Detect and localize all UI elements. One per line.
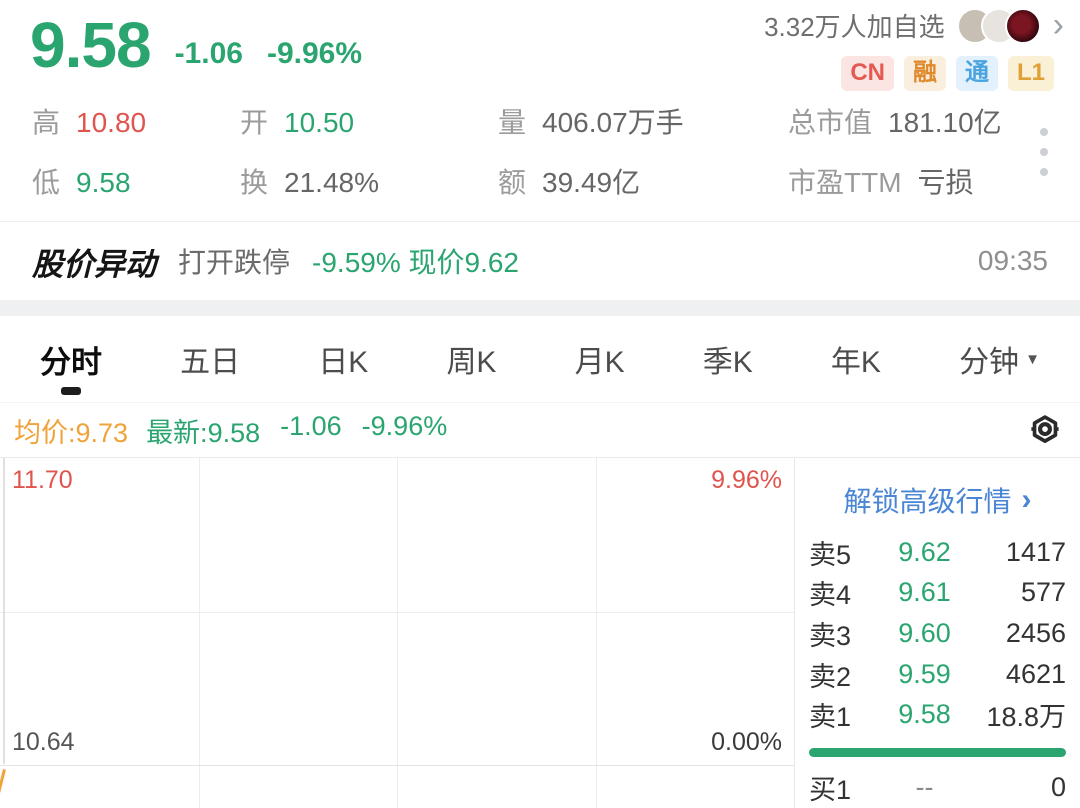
stat-high: 高 10.80 xyxy=(32,107,147,139)
stat-turnover: 换 21.48% xyxy=(240,167,379,199)
chart-legend-row: 均价:9.73 最新:9.58 -1.06 -9.96% xyxy=(0,402,1080,458)
add-watchlist-link[interactable]: 3.32万人加自选 › xyxy=(764,6,1064,45)
alert-title: 股价异动 xyxy=(32,246,156,282)
chart-canvas[interactable]: 11.70 9.96% 10.64 0.00% xyxy=(0,458,794,808)
badge-cn: CN xyxy=(841,56,894,91)
tab-daily-k[interactable]: 日K xyxy=(318,346,369,379)
badge-connect: 通 xyxy=(955,56,998,91)
alert-time: 09:35 xyxy=(977,245,1048,276)
latest-price-label: 最新:9.58 -1.06 -9.96% xyxy=(146,410,448,448)
badge-margin: 融 xyxy=(903,56,946,91)
ask-row-1[interactable]: 卖1 9.58 18.8万 xyxy=(809,699,1066,733)
ask-row-4[interactable]: 卖4 9.61 577 xyxy=(809,577,1066,611)
gear-icon[interactable] xyxy=(1026,412,1064,450)
bid-ask-ratio-bar xyxy=(809,747,1066,758)
ask-row-5[interactable]: 卖5 9.62 1417 xyxy=(809,536,1066,570)
quote-header: 9.58 -1.06 -9.96% 3.32万人加自选 › CN 融 通 L1 … xyxy=(0,0,1080,222)
bid-row-1[interactable]: 买1 -- 0 xyxy=(809,772,1066,806)
watcher-avatars xyxy=(956,7,1041,44)
price-row: 9.58 -1.06 -9.96% xyxy=(0,0,1080,79)
y-label-price-mid: 10.64 xyxy=(12,728,75,756)
stat-open: 开 10.50 xyxy=(240,107,355,139)
tab-quarterly-k[interactable]: 季K xyxy=(702,346,753,379)
gridline-vertical xyxy=(595,458,597,808)
quote-stats-grid: 高 10.80 开 10.50 量 406.07万手 总市值 181.10亿 低… xyxy=(0,79,1080,201)
chevron-down-icon: ▼ xyxy=(1025,350,1040,368)
y-label-pct-top: 9.96% xyxy=(711,466,782,494)
chart-and-orderbook: 11.70 9.96% 10.64 0.00% 解锁高级行情 › 卖5 9.62… xyxy=(0,458,1080,808)
price-change: -1.06 xyxy=(174,37,243,71)
tab-minute-dropdown[interactable]: 分钟 ▼ xyxy=(959,346,1040,379)
y-label-pct-mid: 0.00% xyxy=(711,728,782,756)
stat-low: 低 9.58 xyxy=(32,167,131,199)
prev-close-axis-line xyxy=(0,765,794,766)
ask-row-2[interactable]: 卖2 9.59 4621 xyxy=(809,658,1066,692)
tab-minute-chart[interactable]: 分时 xyxy=(40,316,102,402)
stat-pe-ttm: 市盈TTM 亏损 xyxy=(788,167,974,199)
badge-level1: L1 xyxy=(1007,56,1054,91)
watch-count-label: 3.32万人加自选 xyxy=(764,12,945,42)
gridline-vertical xyxy=(397,458,398,808)
unlock-advanced-quotes-link[interactable]: 解锁高级行情 › xyxy=(843,483,1032,517)
chevron-right-icon: › xyxy=(1021,483,1032,516)
alert-highlight: -9.59% 现价9.62 xyxy=(312,247,520,278)
alert-description: 打开跌停 xyxy=(178,247,291,278)
tab-yearly-k[interactable]: 年K xyxy=(830,346,881,379)
y-label-price-top: 11.70 xyxy=(12,466,73,494)
price-change-pct: -9.96% xyxy=(266,37,363,71)
gridline-vertical xyxy=(198,458,200,808)
stat-volume: 量 406.07万手 xyxy=(498,107,684,139)
tab-weekly-k[interactable]: 周K xyxy=(446,346,497,379)
more-vertical-icon[interactable] xyxy=(1040,128,1048,176)
ask-row-3[interactable]: 卖3 9.60 2456 xyxy=(809,617,1066,651)
order-book-panel: 解锁高级行情 › 卖5 9.62 1417 卖4 9.61 577 卖3 9.6… xyxy=(794,458,1080,808)
avg-price-label: 均价:9.73 xyxy=(14,417,129,448)
period-tabbar: 分时 五日 日K 周K 月K 季K 年K 分钟 ▼ xyxy=(0,316,1080,402)
chevron-right-icon: › xyxy=(1052,6,1064,44)
active-tab-indicator xyxy=(61,387,81,395)
current-price: 9.58 xyxy=(30,9,152,81)
gridline-horizontal xyxy=(0,612,794,613)
market-badges: CN 融 通 L1 xyxy=(841,56,1054,91)
price-alert-row[interactable]: 股价异动 打开跌停 -9.59% 现价9.62 09:35 xyxy=(0,222,1080,300)
tab-monthly-k[interactable]: 月K xyxy=(574,346,625,379)
avg-price-line-segment xyxy=(0,769,6,808)
stat-market-cap: 总市值 181.10亿 xyxy=(788,107,1002,139)
stat-amount: 额 39.49亿 xyxy=(498,167,641,199)
price-line-segment xyxy=(3,458,5,764)
section-divider xyxy=(0,300,1080,316)
tab-five-day[interactable]: 五日 xyxy=(180,346,241,379)
avatar xyxy=(1004,7,1041,44)
